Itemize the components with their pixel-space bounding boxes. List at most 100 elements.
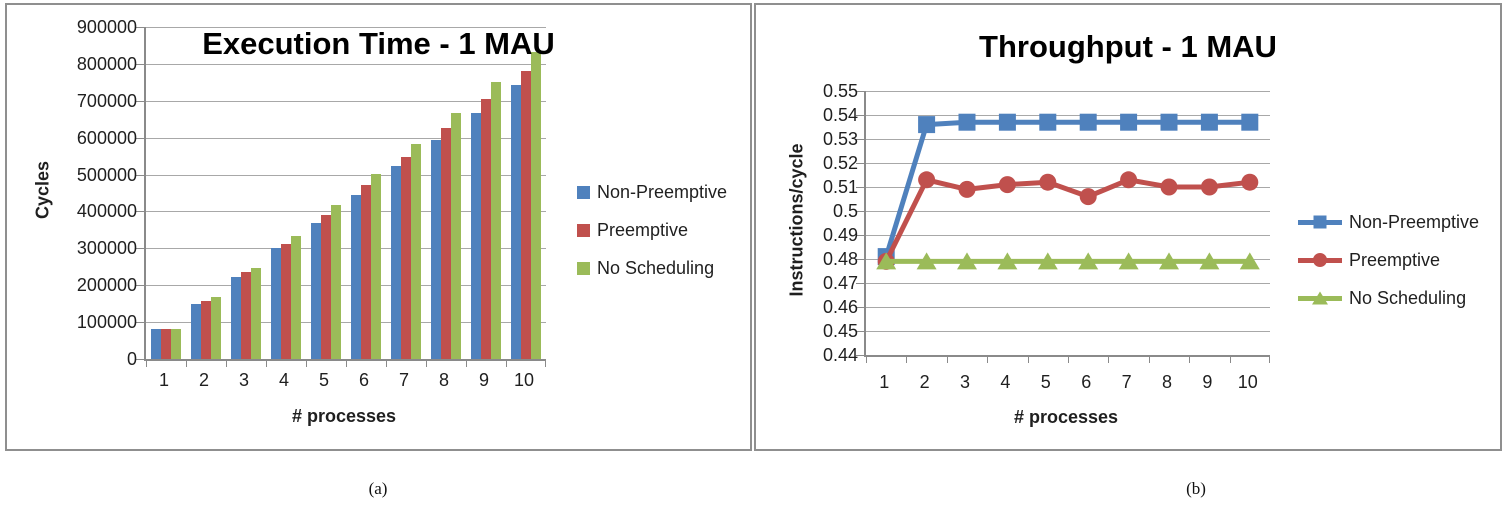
- data-point-marker: [1241, 113, 1259, 131]
- y-axis-tick: [136, 175, 144, 176]
- gridline: [866, 139, 1270, 140]
- bar: [241, 271, 251, 359]
- y-tick-label: 0.48: [822, 249, 858, 269]
- data-point-marker: [998, 113, 1016, 131]
- y-axis-tick: [856, 283, 864, 284]
- legend-item: Non-Preemptive: [577, 180, 727, 204]
- y-tick-label: 900000: [76, 17, 137, 37]
- y-tick-label: 0.55: [822, 81, 858, 101]
- data-point-marker: [1039, 113, 1057, 131]
- bar-group: [146, 27, 186, 359]
- bar: [521, 71, 531, 359]
- x-axis-tick: [186, 361, 187, 367]
- bar: [471, 113, 481, 359]
- data-point-marker: [957, 252, 977, 270]
- y-axis-tick: [856, 163, 864, 164]
- x-axis-tick: [346, 361, 347, 367]
- x-tick-label: 10: [513, 370, 535, 390]
- x-axis-tick: [1230, 357, 1231, 363]
- bar: [291, 235, 301, 359]
- y-tick-label: 0.49: [822, 225, 858, 245]
- x-axis-tick: [466, 361, 467, 367]
- bar-group: [346, 27, 386, 359]
- legend-label: Preemptive: [1349, 249, 1441, 270]
- x-axis-tick: [866, 357, 867, 363]
- legend-label: Non-Preemptive: [597, 181, 728, 202]
- data-point-marker: [1199, 252, 1220, 270]
- x-axis-tick: [947, 357, 948, 363]
- x-axis-tick: [226, 361, 227, 367]
- y-tick-label: 0.47: [822, 273, 858, 293]
- legend-item: Non-Preemptive: [1298, 210, 1479, 234]
- bar: [511, 84, 521, 359]
- bar: [401, 157, 411, 359]
- bar: [201, 301, 211, 359]
- x-tick-label: 7: [1121, 372, 1132, 392]
- y-axis-tick: [136, 64, 144, 65]
- gridline: [146, 138, 546, 139]
- x-tick-label: 2: [198, 370, 209, 390]
- x-tick-label: 3: [959, 372, 970, 392]
- plot-area: [136, 27, 546, 367]
- x-tick-label: 10: [1237, 372, 1258, 392]
- data-point-marker: [918, 116, 936, 134]
- bar: [531, 51, 541, 359]
- gridline: [146, 322, 546, 323]
- x-axis-tick: [1149, 357, 1150, 363]
- bar: [171, 328, 181, 359]
- gridline: [146, 175, 546, 176]
- bar: [441, 127, 451, 359]
- data-point-marker: [1200, 113, 1218, 131]
- x-axis-tick: [426, 361, 427, 367]
- subfigure-caption-b: (b): [1186, 479, 1206, 498]
- x-axis-tick: [306, 361, 307, 367]
- legend: Non-Preemptive Preemptive No Scheduling: [577, 180, 727, 280]
- gridline: [146, 248, 546, 249]
- x-axis-title: # processes: [1013, 407, 1119, 427]
- bar-group: [266, 27, 306, 359]
- bar: [481, 99, 491, 359]
- y-axis-tick: [856, 235, 864, 236]
- data-point-marker: [997, 252, 1018, 270]
- legend-swatch: [1298, 251, 1342, 269]
- x-tick-label: 6: [358, 370, 369, 390]
- y-axis-tick: [136, 138, 144, 139]
- legend-marker: [1313, 253, 1327, 267]
- bar: [391, 166, 401, 359]
- x-tick-label: 9: [478, 370, 489, 390]
- y-axis-tick: [856, 259, 864, 260]
- legend-swatch: [577, 261, 590, 275]
- y-axis-tick: [856, 139, 864, 140]
- y-tick-label: 0.46: [822, 297, 858, 317]
- data-point-marker: [1241, 173, 1259, 191]
- y-tick-label: 600000: [76, 128, 137, 148]
- bar: [451, 112, 461, 359]
- bar-group: [386, 27, 426, 359]
- bar: [321, 215, 331, 359]
- data-point-marker: [1120, 113, 1138, 131]
- y-axis-tick: [136, 211, 144, 212]
- gridline: [146, 285, 546, 286]
- x-axis-tick: [146, 361, 147, 367]
- legend-marker: [1312, 291, 1328, 305]
- data-point-marker: [998, 176, 1016, 194]
- plot-area: [856, 91, 1270, 363]
- y-axis-tick: [136, 27, 144, 28]
- x-axis-title: # processes: [291, 406, 397, 426]
- line-series-layer: [876, 113, 1260, 270]
- bar: [161, 328, 171, 359]
- data-point-marker: [958, 180, 976, 198]
- data-point-marker: [1037, 252, 1058, 270]
- bar: [361, 184, 371, 359]
- x-axis-tick: [906, 357, 907, 363]
- data-point-marker: [1200, 178, 1218, 196]
- y-tick-label: 100000: [76, 312, 137, 332]
- legend-swatch: [1298, 289, 1342, 307]
- gridline: [146, 211, 546, 212]
- legend-item: Preemptive: [577, 218, 727, 242]
- x-axis-tick: [1269, 357, 1270, 363]
- y-tick-label: 800000: [76, 54, 137, 74]
- legend-label: No Scheduling: [597, 257, 715, 278]
- data-point-marker: [1118, 252, 1139, 270]
